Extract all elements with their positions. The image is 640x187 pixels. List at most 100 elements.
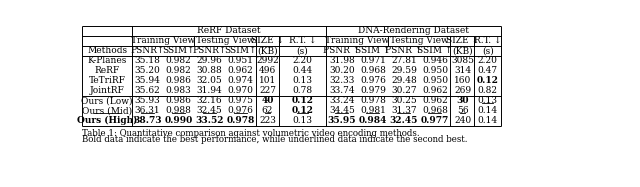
Text: 29.96: 29.96 (196, 56, 222, 65)
Text: 36.31: 36.31 (134, 106, 160, 115)
Text: K-Planes: K-Planes (88, 56, 127, 65)
Text: 32.45: 32.45 (390, 116, 418, 125)
Text: 3085: 3085 (451, 56, 474, 65)
Text: 0.47: 0.47 (477, 66, 498, 75)
Text: Ours (Mid): Ours (Mid) (82, 106, 132, 115)
Text: 101: 101 (259, 76, 276, 85)
Text: (s): (s) (482, 46, 493, 55)
Text: 31.98: 31.98 (329, 56, 355, 65)
Text: 0.975: 0.975 (227, 96, 253, 105)
Text: 269: 269 (454, 86, 472, 95)
Text: Bold data indicate the best performance, while underlined data indicate the seco: Bold data indicate the best performance,… (83, 135, 468, 144)
Text: 0.950: 0.950 (422, 76, 448, 85)
Text: 30.20: 30.20 (329, 66, 355, 75)
Text: 2992: 2992 (256, 56, 279, 65)
Text: 0.970: 0.970 (227, 86, 253, 95)
Text: Ours (Low): Ours (Low) (81, 96, 133, 105)
Text: 0.13: 0.13 (477, 96, 498, 105)
Text: 314: 314 (454, 66, 472, 75)
Text: 0.986: 0.986 (166, 96, 191, 105)
Text: 40: 40 (261, 96, 274, 105)
Text: SSIM↑: SSIM↑ (162, 46, 195, 55)
Text: 0.962: 0.962 (422, 96, 448, 105)
Text: R.T. ↓: R.T. ↓ (474, 36, 501, 45)
Text: PSNR↑: PSNR↑ (192, 46, 227, 55)
Text: 0.951: 0.951 (227, 56, 253, 65)
Text: DNA-Rendering Dataset: DNA-Rendering Dataset (358, 26, 469, 35)
Text: Methods: Methods (87, 46, 127, 55)
Text: SSIM ↑: SSIM ↑ (355, 46, 390, 55)
Text: 0.12: 0.12 (291, 96, 314, 105)
Text: 2.20: 2.20 (292, 56, 312, 65)
Text: 62: 62 (262, 106, 273, 115)
Text: 0.976: 0.976 (227, 106, 253, 115)
Text: 38.73: 38.73 (133, 116, 162, 125)
Text: 32.45: 32.45 (196, 106, 222, 115)
Text: SSIM↑: SSIM↑ (224, 46, 257, 55)
Text: 0.13: 0.13 (292, 76, 312, 85)
Text: 56: 56 (457, 106, 468, 115)
Text: 2.20: 2.20 (477, 56, 497, 65)
Text: 29.59: 29.59 (391, 66, 417, 75)
Text: 0.990: 0.990 (164, 116, 193, 125)
Text: 0.13: 0.13 (292, 116, 312, 125)
Text: 0.982: 0.982 (166, 66, 191, 75)
Text: 0.979: 0.979 (360, 86, 386, 95)
Text: 0.984: 0.984 (359, 116, 387, 125)
Text: SIZE ↓: SIZE ↓ (251, 36, 284, 45)
Text: ReRF: ReRF (95, 66, 120, 75)
Text: 0.976: 0.976 (360, 76, 386, 85)
Text: (KB): (KB) (257, 46, 278, 55)
Text: 32.33: 32.33 (329, 76, 355, 85)
Text: 35.95: 35.95 (328, 116, 356, 125)
Text: 35.20: 35.20 (134, 66, 160, 75)
Text: 223: 223 (259, 116, 276, 125)
Text: 496: 496 (259, 66, 276, 75)
Text: (s): (s) (296, 46, 308, 55)
Text: Testing View: Testing View (390, 36, 449, 45)
Text: PSNR↑: PSNR↑ (130, 46, 164, 55)
Text: 240: 240 (454, 116, 472, 125)
Text: 0.82: 0.82 (477, 86, 498, 95)
Text: 30: 30 (456, 96, 469, 105)
Text: 35.18: 35.18 (134, 56, 161, 65)
Text: 0.968: 0.968 (422, 106, 448, 115)
Text: SIZE ↓: SIZE ↓ (446, 36, 479, 45)
Text: 0.988: 0.988 (166, 106, 191, 115)
Text: 0.14: 0.14 (477, 116, 498, 125)
Text: Training View: Training View (131, 36, 195, 45)
Text: Testing View: Testing View (196, 36, 254, 45)
Text: 0.962: 0.962 (228, 66, 253, 75)
Text: 0.982: 0.982 (166, 56, 191, 65)
Text: 0.14: 0.14 (477, 106, 498, 115)
Text: 0.44: 0.44 (292, 66, 312, 75)
Text: ReRF Dataset: ReRF Dataset (197, 26, 261, 35)
Text: 0.968: 0.968 (360, 66, 386, 75)
Text: 0.986: 0.986 (166, 76, 191, 85)
Text: 27.81: 27.81 (391, 56, 417, 65)
Text: Training View: Training View (325, 36, 390, 45)
Text: 35.94: 35.94 (134, 76, 161, 85)
Text: 0.978: 0.978 (360, 96, 386, 105)
Text: JointRF: JointRF (90, 86, 125, 95)
Text: 33.52: 33.52 (195, 116, 223, 125)
Text: 31.37: 31.37 (391, 106, 417, 115)
Text: 0.78: 0.78 (292, 86, 312, 95)
Text: 0.12: 0.12 (477, 76, 499, 85)
Text: 0.12: 0.12 (291, 106, 314, 115)
Text: 32.16: 32.16 (196, 96, 222, 105)
Text: PSNR ↑: PSNR ↑ (385, 46, 422, 55)
Text: Table 1: Quantitative comparison against volumetric video encoding methods.: Table 1: Quantitative comparison against… (83, 129, 420, 138)
Text: 34.45: 34.45 (329, 106, 355, 115)
Text: R.T. ↓: R.T. ↓ (289, 36, 317, 45)
Text: 30.25: 30.25 (391, 96, 417, 105)
Text: 35.62: 35.62 (134, 86, 160, 95)
Text: 35.93: 35.93 (134, 96, 160, 105)
Text: 0.971: 0.971 (360, 56, 386, 65)
Text: 0.981: 0.981 (360, 106, 386, 115)
Text: SSIM ↑: SSIM ↑ (417, 46, 452, 55)
Text: 0.946: 0.946 (422, 56, 448, 65)
Text: PSNR ↑: PSNR ↑ (323, 46, 360, 55)
Text: (KB): (KB) (452, 46, 473, 55)
Text: 0.977: 0.977 (421, 116, 449, 125)
